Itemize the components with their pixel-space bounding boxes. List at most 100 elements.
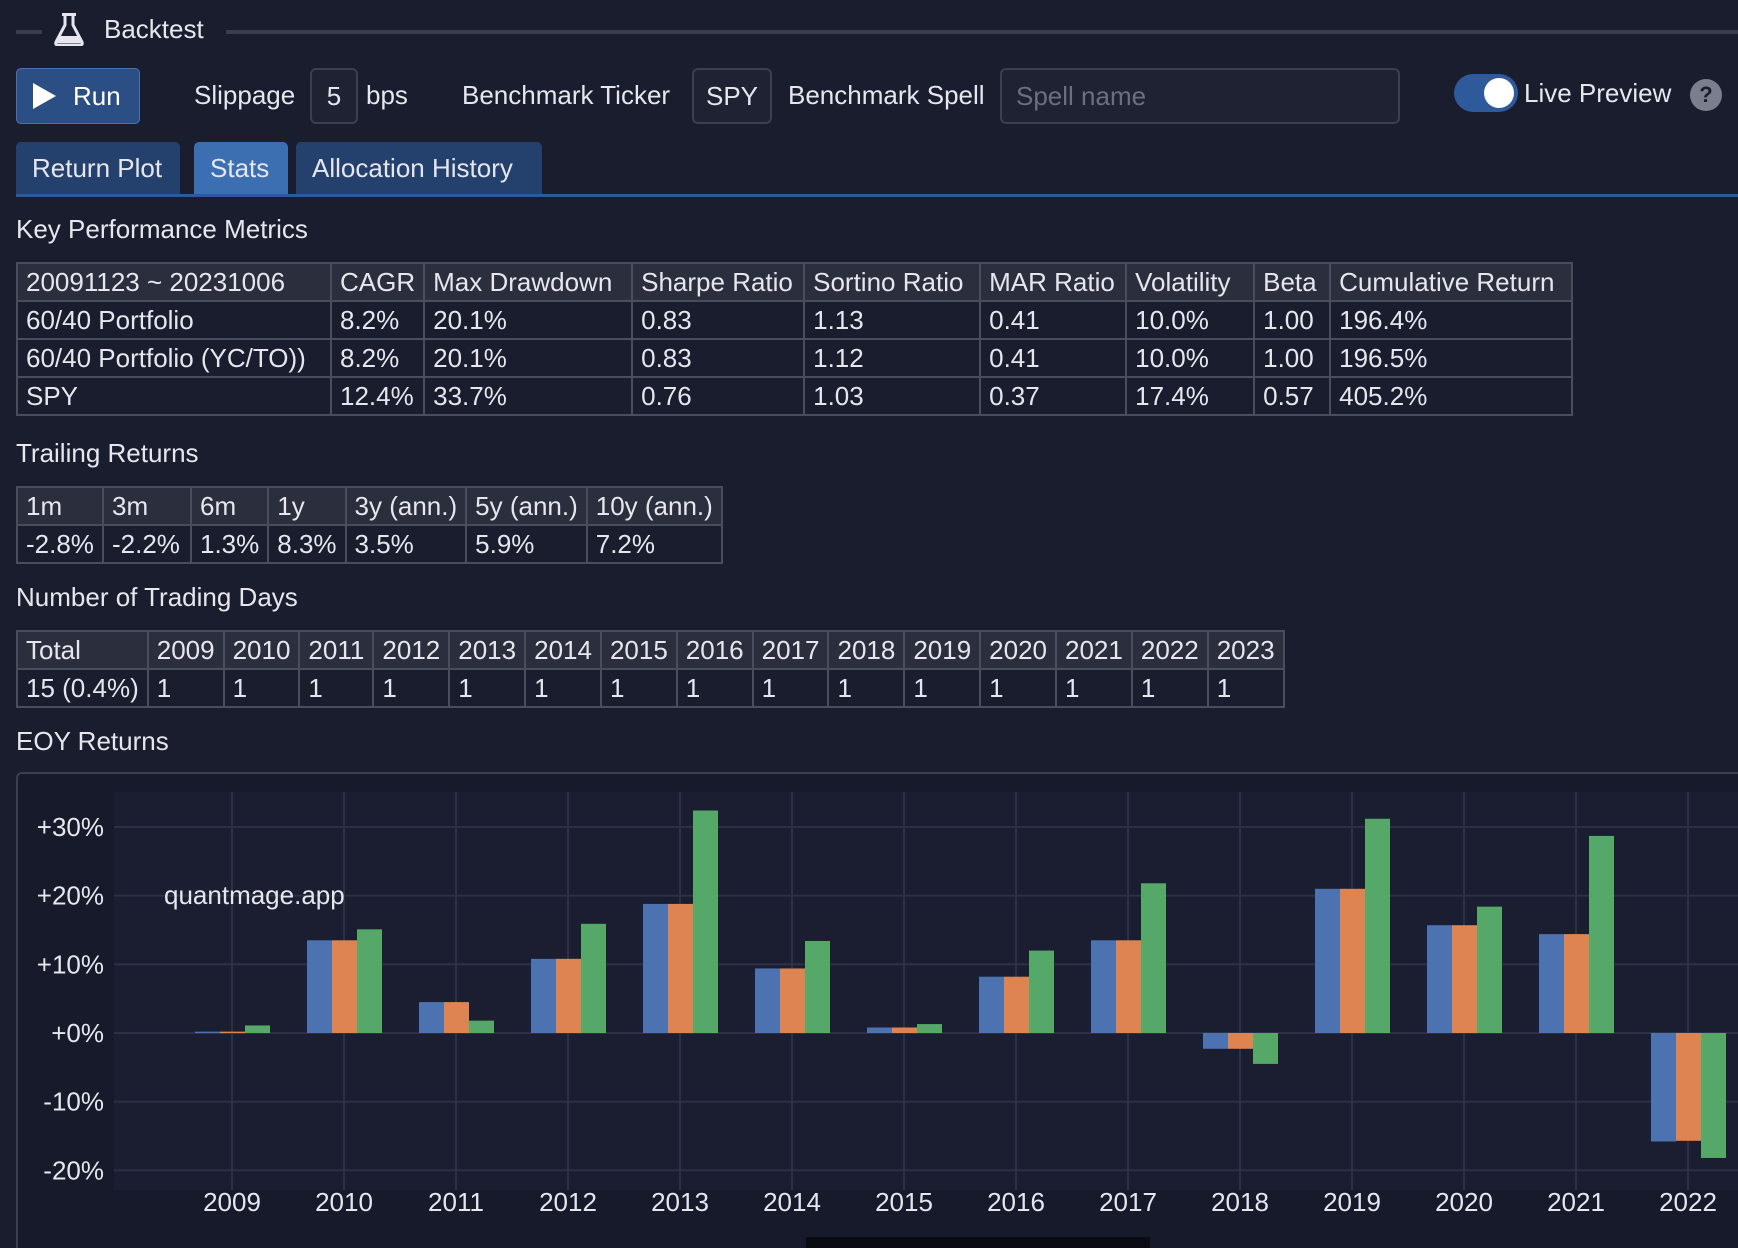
table-cell: 0.83	[631, 300, 806, 340]
table-cell: 1	[1055, 668, 1133, 708]
table-cell: -2.2%	[102, 524, 192, 564]
table-header-cell: Volatility	[1125, 262, 1256, 302]
toggle-knob	[1484, 78, 1514, 108]
table-cell: 15 (0.4%)	[16, 668, 149, 708]
table-header-cell: 6m	[189, 486, 270, 526]
horizontal-scrollbar[interactable]	[806, 1237, 1150, 1248]
table-row: -2.8% -2.2% 1.3% 8.3% 3.5% 5.9% 7.2%	[16, 524, 723, 564]
tab-allocation-history[interactable]: Allocation History	[296, 142, 542, 194]
tab-stats[interactable]: Stats	[194, 142, 288, 194]
table-cell: 1.00	[1253, 300, 1332, 340]
table-cell: 1	[524, 668, 602, 708]
header-rule-right	[226, 30, 1738, 34]
slippage-input[interactable]: 5	[310, 68, 358, 124]
table-cell: 1	[146, 668, 225, 708]
table-cell: 1	[298, 668, 375, 708]
play-icon	[33, 83, 56, 109]
table-header-cell: 3m	[102, 486, 192, 526]
table-cell: 1.12	[803, 338, 982, 378]
table-cell: 1.3%	[189, 524, 270, 564]
table-header-cell: Beta	[1253, 262, 1332, 302]
table-header-cell: Sortino Ratio	[803, 262, 982, 302]
kpm-table: 20091123 ~ 20231006 CAGR Max Drawdown Sh…	[16, 262, 1574, 416]
tab-return-plot[interactable]: Return Plot	[16, 142, 180, 194]
table-header-cell: 2011	[298, 630, 375, 670]
table-cell: 0.41	[979, 300, 1128, 340]
table-header-cell: 2023	[1206, 630, 1285, 670]
benchmark-ticker-label: Benchmark Ticker	[462, 80, 671, 110]
table-cell: 60/40 Portfolio	[16, 300, 332, 340]
table-cell: 1	[448, 668, 527, 708]
table-header-cell: Total	[16, 630, 149, 670]
table-header-cell: 2012	[372, 630, 451, 670]
help-icon[interactable]: ?	[1690, 79, 1722, 111]
table-cell: SPY	[16, 376, 332, 416]
table-cell: 0.83	[631, 338, 806, 378]
table-cell: 0.41	[979, 338, 1128, 378]
table-header-cell: 2009	[146, 630, 225, 670]
table-cell: 7.2%	[585, 524, 723, 564]
table-cell: 1.00	[1253, 338, 1332, 378]
table-header-cell: MAR Ratio	[979, 262, 1128, 302]
trailing-table: 1m 3m 6m 1y 3y (ann.) 5y (ann.) 10y (ann…	[16, 486, 723, 564]
slippage-unit: bps	[366, 80, 408, 110]
table-header-row: 1m 3m 6m 1y 3y (ann.) 5y (ann.) 10y (ann…	[16, 486, 723, 526]
trailing-title: Trailing Returns	[16, 438, 199, 468]
table-cell: 1	[599, 668, 678, 708]
table-header-cell: 20091123 ~ 20231006	[16, 262, 332, 302]
panel-title: Backtest	[104, 14, 204, 44]
table-cell: 10.0%	[1125, 338, 1256, 378]
table-row: SPY 12.4% 33.7% 0.76 1.03 0.37 17.4% 0.5…	[16, 376, 1574, 416]
slippage-label: Slippage	[194, 80, 296, 110]
table-cell: 1	[675, 668, 754, 708]
table-header-cell: 1m	[16, 486, 104, 526]
table-cell: 1	[751, 668, 830, 708]
table-header-cell: 1y	[267, 486, 347, 526]
live-preview-toggle[interactable]	[1454, 74, 1518, 112]
table-header-cell: 2013	[448, 630, 527, 670]
table-cell: 1	[222, 668, 301, 708]
table-cell: 1.03	[803, 376, 982, 416]
table-header-row: Total 2009 2010 2011 2012 2013 2014 2015 2016 201…	[16, 630, 1285, 670]
table-header-cell: 2018	[827, 630, 906, 670]
eoy-chart-panel	[16, 772, 1738, 1248]
table-cell: 3.5%	[344, 524, 468, 564]
table-cell: 196.5%	[1329, 338, 1574, 378]
eoy-title: EOY Returns	[16, 726, 169, 756]
table-cell: 20.1%	[423, 300, 634, 340]
table-cell: 196.4%	[1329, 300, 1574, 340]
table-cell: 8.2%	[329, 338, 426, 378]
table-header-cell: CAGR	[329, 262, 426, 302]
table-header-cell: 5y (ann.)	[465, 486, 588, 526]
table-header-cell: 2010	[222, 630, 301, 670]
benchmark-spell-label: Benchmark Spell	[788, 80, 985, 110]
table-cell: 60/40 Portfolio (YC/TO))	[16, 338, 332, 378]
benchmark-ticker-input[interactable]: SPY	[692, 68, 772, 124]
table-cell: 1	[903, 668, 982, 708]
table-header-cell: 2022	[1130, 630, 1209, 670]
kpm-title: Key Performance Metrics	[16, 214, 308, 244]
run-button-label: Run	[73, 80, 121, 111]
table-cell: 5.9%	[465, 524, 588, 564]
table-header-cell: 2019	[903, 630, 982, 670]
table-header-cell: Max Drawdown	[423, 262, 634, 302]
table-cell: 0.76	[631, 376, 806, 416]
trading-days-title: Number of Trading Days	[16, 582, 298, 612]
run-button[interactable]: Run	[16, 68, 140, 124]
table-cell: 405.2%	[1329, 376, 1574, 416]
table-row: 60/40 Portfolio 8.2% 20.1% 0.83 1.13 0.4…	[16, 300, 1574, 340]
table-cell: 10.0%	[1125, 300, 1256, 340]
trading-days-table: Total 2009 2010 2011 2012 2013 2014 2015 2016 201…	[16, 630, 1285, 708]
table-cell: 0.37	[979, 376, 1128, 416]
table-cell: 17.4%	[1125, 376, 1256, 416]
table-header-cell: 10y (ann.)	[585, 486, 723, 526]
flask-icon	[54, 13, 84, 46]
table-cell: 12.4%	[329, 376, 426, 416]
table-header-cell: 2016	[675, 630, 754, 670]
tab-underline	[16, 194, 1738, 197]
benchmark-spell-input[interactable]	[1000, 68, 1400, 124]
table-header-row: 20091123 ~ 20231006 CAGR Max Drawdown Sh…	[16, 262, 1574, 302]
table-cell: 1.13	[803, 300, 982, 340]
table-cell: 1	[979, 668, 1058, 708]
table-cell: 8.3%	[267, 524, 347, 564]
